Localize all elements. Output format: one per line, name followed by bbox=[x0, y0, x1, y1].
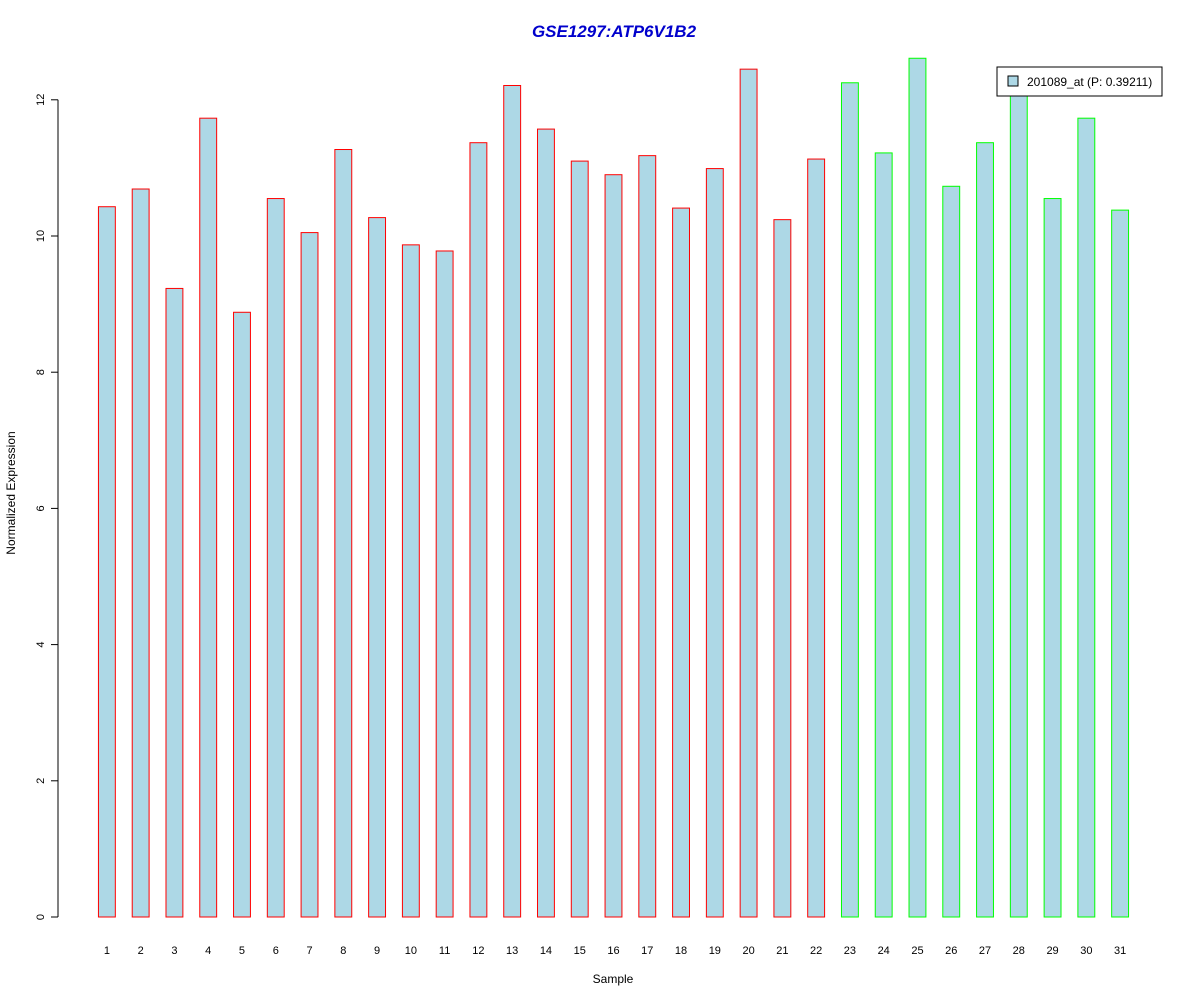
y-axis-label: Normalized Expression bbox=[4, 431, 18, 554]
x-tick-label-22: 22 bbox=[810, 945, 822, 957]
y-tick-label: 4 bbox=[35, 642, 47, 648]
bar-sample-4 bbox=[199, 117, 218, 918]
x-tick-label-14: 14 bbox=[540, 945, 552, 957]
x-tick-label-5: 5 bbox=[239, 945, 245, 957]
bar-sample-31 bbox=[1111, 209, 1130, 918]
x-tick-label-21: 21 bbox=[776, 945, 788, 957]
bar-sample-11 bbox=[435, 250, 454, 918]
legend: 201089_at (P: 0.39211) bbox=[996, 66, 1163, 97]
y-tick-label: 12 bbox=[35, 94, 47, 106]
legend-label: 201089_at (P: 0.39211) bbox=[1027, 75, 1152, 89]
x-tick-label-16: 16 bbox=[607, 945, 619, 957]
x-axis-label: Sample bbox=[593, 972, 634, 986]
bar-sample-16 bbox=[604, 174, 623, 918]
bar-sample-12 bbox=[469, 142, 488, 918]
x-tick-label-10: 10 bbox=[405, 945, 417, 957]
bar-sample-3 bbox=[165, 287, 184, 918]
legend-box bbox=[996, 66, 1163, 97]
bar-sample-15 bbox=[570, 160, 589, 918]
x-tick-label-9: 9 bbox=[374, 945, 380, 957]
x-tick-label-28: 28 bbox=[1013, 945, 1025, 957]
bar-sample-21 bbox=[773, 219, 792, 918]
bars-group bbox=[97, 57, 1130, 918]
x-tick-label-1: 1 bbox=[104, 945, 110, 957]
x-tick-label-25: 25 bbox=[911, 945, 923, 957]
x-tick-label-12: 12 bbox=[472, 945, 484, 957]
bar-sample-29 bbox=[1043, 198, 1062, 918]
bar-sample-9 bbox=[368, 217, 387, 918]
bar-sample-2 bbox=[131, 188, 150, 918]
bar-sample-7 bbox=[300, 232, 319, 918]
bar-sample-28 bbox=[1009, 90, 1028, 918]
bar-sample-27 bbox=[976, 142, 994, 918]
bar-sample-23 bbox=[840, 82, 859, 918]
bar-sample-1 bbox=[97, 206, 116, 918]
y-axis: 0 2 4 6 8 10 12 bbox=[35, 94, 59, 920]
x-tick-label-27: 27 bbox=[979, 945, 991, 957]
bar-sample-26 bbox=[942, 185, 961, 918]
x-tick-label-26: 26 bbox=[945, 945, 957, 957]
bar-sample-20 bbox=[739, 68, 758, 918]
x-tick-label-23: 23 bbox=[844, 945, 856, 957]
bar-sample-6 bbox=[266, 198, 285, 918]
x-tick-label-20: 20 bbox=[742, 945, 754, 957]
bar-sample-13 bbox=[503, 84, 522, 918]
bar-sample-5 bbox=[233, 311, 251, 918]
bar-sample-24 bbox=[874, 152, 893, 918]
y-tick-label: 6 bbox=[35, 505, 47, 511]
x-tick-label-6: 6 bbox=[273, 945, 279, 957]
bar-sample-10 bbox=[401, 244, 420, 918]
x-tick-label-19: 19 bbox=[709, 945, 721, 957]
x-tick-label-31: 31 bbox=[1114, 945, 1126, 957]
chart-title: GSE1297:ATP6V1B2 bbox=[532, 22, 697, 41]
x-tick-label-13: 13 bbox=[506, 945, 518, 957]
y-tick-label: 0 bbox=[35, 914, 47, 920]
bar-sample-30 bbox=[1077, 117, 1096, 918]
x-tick-labels: 1 2 3 4 5 6 7 8 9 10 11 12 13 14 15 16 17 18 19 20 21 22 23 24 2… bbox=[104, 945, 1126, 957]
bar-sample-14 bbox=[537, 128, 555, 918]
y-tick-label: 2 bbox=[35, 778, 47, 784]
bar-sample-17 bbox=[638, 155, 657, 918]
x-tick-label-17: 17 bbox=[641, 945, 653, 957]
x-tick-label-24: 24 bbox=[878, 945, 890, 957]
x-tick-label-3: 3 bbox=[171, 945, 177, 957]
x-tick-label-15: 15 bbox=[574, 945, 586, 957]
bar-sample-25 bbox=[908, 57, 927, 918]
legend-swatch bbox=[1007, 75, 1019, 87]
x-tick-label-11: 11 bbox=[439, 945, 450, 957]
x-tick-label-2: 2 bbox=[138, 945, 144, 957]
bar-sample-19 bbox=[705, 168, 724, 918]
y-tick-label: 8 bbox=[35, 369, 47, 375]
x-tick-label-4: 4 bbox=[205, 945, 211, 957]
x-tick-label-30: 30 bbox=[1080, 945, 1092, 957]
bar-sample-18 bbox=[672, 207, 690, 918]
bar-sample-8 bbox=[334, 149, 353, 918]
y-tick-label: 10 bbox=[35, 230, 47, 242]
x-tick-label-18: 18 bbox=[675, 945, 687, 957]
x-tick-label-7: 7 bbox=[306, 945, 312, 957]
x-tick-label-29: 29 bbox=[1046, 945, 1058, 957]
bar-sample-22 bbox=[807, 158, 826, 918]
x-tick-label-8: 8 bbox=[340, 945, 346, 957]
